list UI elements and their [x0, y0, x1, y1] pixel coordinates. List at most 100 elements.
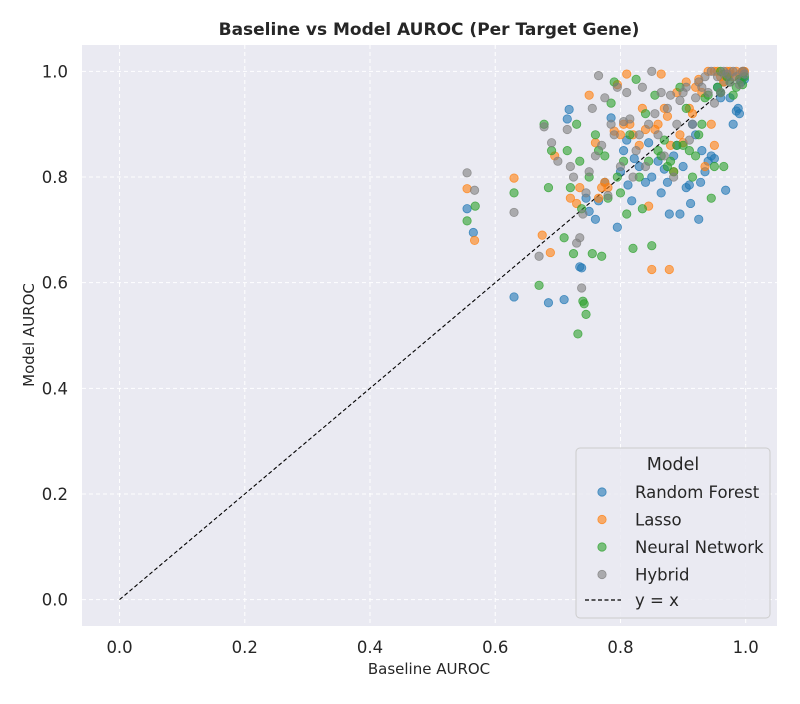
data-point: [687, 172, 698, 182]
data-point: [634, 130, 644, 140]
data-point: [568, 172, 579, 182]
data-point: [628, 172, 638, 182]
legend-marker: [597, 487, 607, 497]
data-point: [706, 119, 716, 129]
data-point: [631, 74, 641, 84]
data-point: [697, 82, 707, 92]
data-point: [573, 329, 583, 339]
data-point: [509, 188, 519, 198]
data-point: [562, 146, 572, 156]
data-point: [687, 109, 698, 119]
data-point: [691, 151, 701, 161]
data-point: [656, 188, 666, 198]
data-point: [675, 95, 685, 106]
data-point: [640, 177, 651, 187]
data-point: [656, 69, 666, 79]
data-point: [579, 299, 589, 309]
data-point: [694, 130, 704, 140]
data-point: [644, 119, 654, 129]
data-point: [572, 119, 582, 129]
data-point: [653, 119, 663, 129]
legend-marker: [597, 569, 607, 580]
data-point: [468, 227, 478, 238]
data-point: [565, 183, 575, 193]
data-point: [731, 72, 741, 82]
data-point: [691, 93, 701, 103]
data-point: [577, 263, 587, 273]
data-point: [537, 230, 547, 240]
data-point: [534, 251, 544, 261]
data-point: [721, 185, 731, 195]
data-point: [696, 177, 706, 187]
data-point: [675, 130, 685, 140]
data-point: [681, 82, 691, 92]
data-point: [672, 119, 682, 129]
data-point: [509, 207, 519, 218]
data-point: [559, 294, 569, 305]
data-point: [577, 283, 587, 293]
data-point: [587, 103, 597, 113]
data-point: [684, 135, 694, 145]
x-tick-label: 0.8: [607, 638, 633, 657]
data-point: [637, 204, 647, 214]
data-point: [665, 90, 676, 100]
data-point: [709, 140, 719, 150]
data-point: [593, 71, 604, 81]
data-point: [615, 188, 626, 198]
data-point: [578, 209, 588, 219]
legend-marker: [597, 514, 607, 525]
data-point: [664, 264, 674, 275]
data-point: [606, 98, 616, 108]
data-point: [700, 72, 710, 82]
data-point: [622, 69, 632, 79]
data-point: [637, 82, 647, 92]
legend-label: Hybrid: [635, 566, 690, 585]
data-point: [629, 153, 639, 164]
data-point: [609, 130, 619, 140]
data-point: [600, 151, 610, 161]
data-point: [546, 146, 557, 156]
data-point: [697, 146, 707, 156]
data-point: [539, 122, 549, 132]
data-point: [462, 216, 472, 226]
data-point: [684, 180, 694, 190]
legend-marker: [597, 542, 607, 552]
data-point: [678, 140, 688, 150]
data-point: [565, 161, 575, 172]
data-point: [644, 138, 654, 148]
data-point: [681, 103, 691, 113]
data-point: [562, 114, 572, 124]
data-point: [469, 235, 480, 246]
data-point: [590, 151, 601, 161]
data-point: [509, 173, 519, 183]
tick-labels: 0.0 0.2 0.4 0.6 0.8 1.0 0.0 0.2 0.4 0.6 0.8 1.0: [42, 62, 759, 657]
data-point: [684, 146, 694, 156]
data-point: [534, 280, 544, 290]
data-point: [706, 193, 716, 203]
data-point: [565, 193, 575, 203]
data-point: [625, 114, 635, 124]
legend-box: [575, 447, 771, 619]
data-point: [625, 130, 635, 140]
x-tick-label: 0.6: [482, 638, 508, 657]
data-points: [462, 66, 750, 339]
data-point: [590, 214, 601, 224]
data-point: [647, 241, 657, 251]
data-point: [509, 292, 519, 302]
data-point: [575, 233, 585, 243]
data-point: [662, 177, 673, 187]
data-point: [728, 119, 738, 129]
data-point: [462, 168, 472, 178]
data-point: [564, 104, 574, 115]
data-point: [593, 193, 604, 203]
data-point: [575, 156, 585, 166]
data-point: [559, 233, 569, 243]
y-axis-label: Model AUROC: [20, 283, 38, 387]
data-point: [622, 209, 632, 219]
data-point: [606, 119, 616, 129]
legend-title: Model: [647, 455, 700, 475]
legend-items: Random Forest Lasso Neural Network Hybrid: [597, 483, 764, 585]
data-point: [700, 161, 710, 172]
legend-label: Neural Network: [635, 538, 764, 557]
